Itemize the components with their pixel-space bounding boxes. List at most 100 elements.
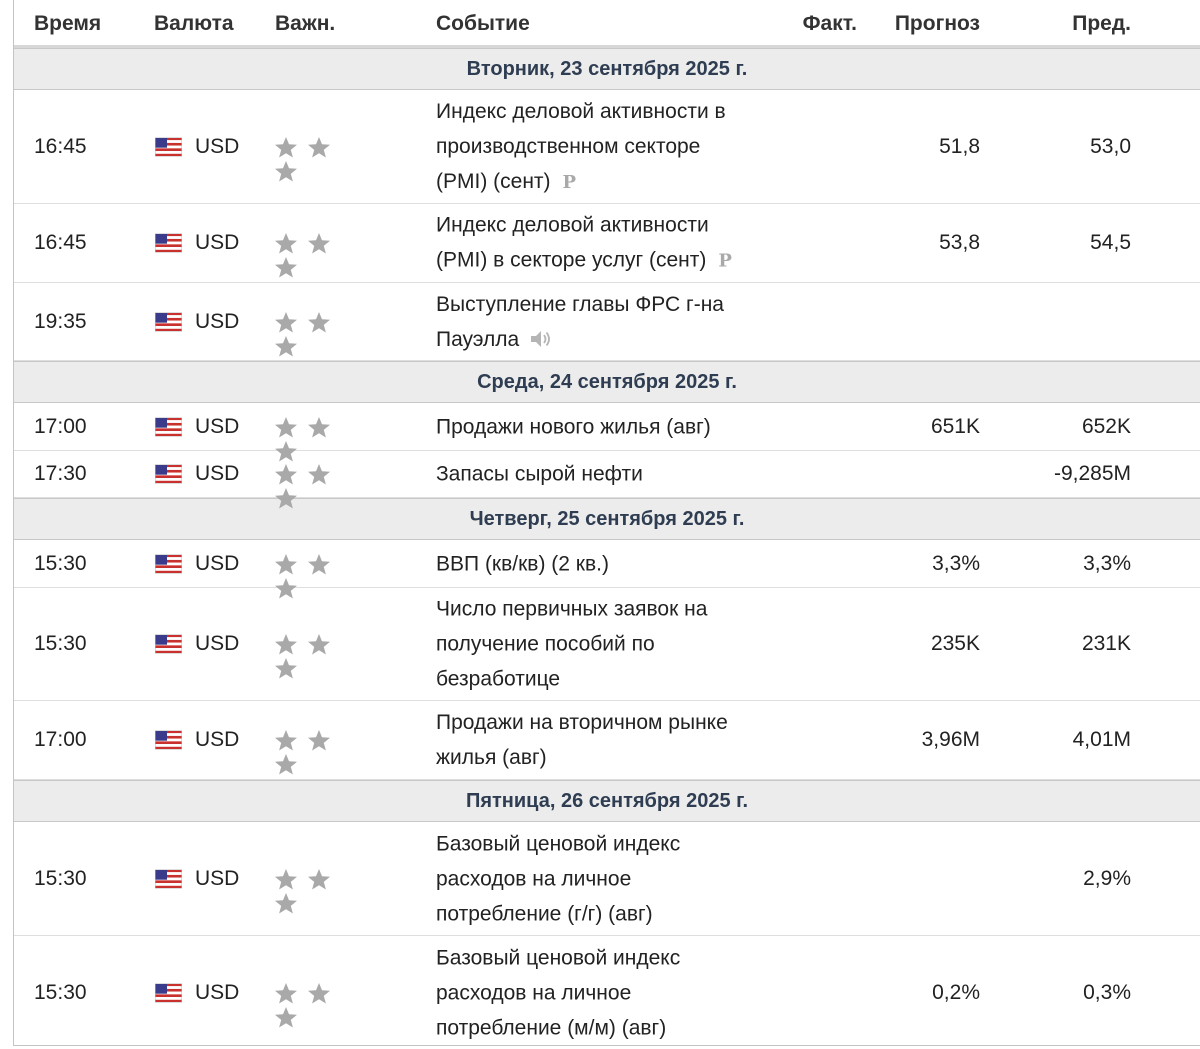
event-name[interactable]: Запасы сырой нефти <box>436 457 766 492</box>
event-name-line: (PMI) в секторе услуг (сент) P <box>436 243 766 279</box>
importance-stars <box>274 232 366 278</box>
event-name-text: Продажи на вторичном рынке <box>436 711 728 734</box>
event-name-line: Выступление главы ФРС г-на <box>436 287 766 322</box>
speaker-icon <box>529 325 553 347</box>
table-row[interactable]: 17:00 USD Продажи нового жилья (авг) 651K 65… <box>14 403 1200 461</box>
event-time: 17:00 <box>34 414 87 438</box>
event-name-line: потребление (г/г) (авг) <box>436 896 766 931</box>
star-icon <box>274 136 298 158</box>
event-name-text: жилья (авг) <box>436 746 547 769</box>
star-icon <box>307 729 331 751</box>
event-name-text: Индекс деловой активности <box>436 213 709 237</box>
star-icon <box>307 868 331 890</box>
star-icon <box>307 136 331 158</box>
event-name-text: Продажи нового жилья (авг) <box>436 415 711 438</box>
currency-code: USD <box>195 231 240 254</box>
header-actual[interactable]: Факт. <box>802 12 857 35</box>
event-name[interactable]: Выступление главы ФРС г-на Пауэлла <box>436 287 766 357</box>
event-name[interactable]: Индекс деловой активности (PMI) в секторе… <box>436 208 766 279</box>
currency-code: USD <box>195 462 240 485</box>
star-icon <box>274 311 298 333</box>
day-header: Пятница, 26 сентября 2025 г. <box>14 780 1200 822</box>
table-row[interactable]: 17:00 USD Продажи на вторичном рынке жилья … <box>14 701 1200 780</box>
us-flag-icon <box>155 233 182 253</box>
forecast-value: 235K <box>930 632 980 655</box>
star-icon <box>274 335 298 357</box>
star-icon <box>274 416 298 438</box>
event-name-text: потребление (г/г) (авг) <box>436 902 653 925</box>
event-name[interactable]: Индекс деловой активности в производствен… <box>436 94 766 200</box>
event-name[interactable]: Продажи на вторичном рынке жилья (авг) <box>436 705 766 775</box>
star-icon <box>274 487 298 509</box>
event-name-line: Продажи на вторичном рынке <box>436 705 766 740</box>
event-name-line: Базовый ценовой индекс <box>436 826 766 861</box>
event-name-line: получение пособий по <box>436 627 766 662</box>
star-icon <box>307 416 331 438</box>
event-name-text: безработице <box>436 667 561 691</box>
header-importance[interactable]: Важн. <box>275 12 336 35</box>
event-time: 17:30 <box>34 462 87 485</box>
header-event[interactable]: Событие <box>436 12 530 35</box>
event-time: 15:30 <box>34 981 87 1004</box>
event-name-text: (PMI) в секторе услуг (сент) <box>436 248 707 272</box>
event-time: 16:45 <box>34 134 87 158</box>
event-time: 15:30 <box>34 866 87 890</box>
table-row[interactable]: 17:30 USD Запасы сырой нефти -9,285M <box>14 451 1200 509</box>
table-row[interactable]: 15:30 USD ВВП (кв/кв) (2 кв.) 3,3% 3,3% <box>14 540 1200 598</box>
importance-stars <box>274 729 366 775</box>
preliminary-icon: P <box>562 171 577 193</box>
event-name[interactable]: ВВП (кв/кв) (2 кв.) <box>436 546 766 581</box>
header-forecast[interactable]: Прогноз <box>894 12 980 35</box>
previous-value: 0,3% <box>1083 981 1131 1004</box>
table-row[interactable]: 16:45 USD Индекс деловой активности (PMI) в… <box>14 204 1200 283</box>
table-row[interactable]: 15:30 USD Базовый ценовой индекс расходов н… <box>14 822 1200 936</box>
event-name-line: Индекс деловой активности в <box>436 94 766 129</box>
event-time: 15:30 <box>34 551 87 575</box>
importance-stars <box>274 868 366 913</box>
event-name-line: ВВП (кв/кв) (2 кв.) <box>436 546 766 581</box>
event-name-text: получение пособий по <box>436 632 655 656</box>
event-name-line: потребление (м/м) (авг) <box>436 1011 766 1046</box>
previous-value: 53,0 <box>1090 134 1131 158</box>
event-name-text: расходов на личное <box>436 981 632 1005</box>
table-row[interactable]: 19:35 USD Выступление главы ФРС г-на Пауэлл… <box>14 283 1200 361</box>
forecast-value: 3,3% <box>932 551 980 575</box>
star-icon <box>274 892 298 914</box>
table-row[interactable]: 16:45 USD Индекс деловой активности в произ… <box>14 90 1200 204</box>
event-name-line: Число первичных заявок на <box>436 592 766 627</box>
importance-stars <box>274 136 366 181</box>
star-icon <box>274 1006 298 1028</box>
event-name-text: расходов на личное <box>436 867 632 890</box>
previous-value: 652K <box>1081 414 1131 438</box>
us-flag-icon <box>155 312 182 331</box>
star-icon <box>307 311 331 333</box>
importance-stars <box>274 463 366 509</box>
event-name-line: Индекс деловой активности <box>436 208 766 243</box>
table-row[interactable]: 15:30 USD Число первичных заявок на получен… <box>14 588 1200 701</box>
star-icon <box>274 633 298 655</box>
header-previous[interactable]: Пред. <box>1072 12 1131 35</box>
star-icon <box>307 633 331 655</box>
table-row[interactable]: 15:30 USD Базовый ценовой индекс расходов н… <box>14 936 1200 1046</box>
header-time[interactable]: Время <box>34 12 102 35</box>
star-icon <box>274 256 298 278</box>
event-name[interactable]: Базовый ценовой индекс расходов на личное… <box>436 826 766 931</box>
header-currency[interactable]: Валюта <box>154 12 234 35</box>
star-icon <box>274 729 298 751</box>
event-name-text: Пауэлла <box>436 327 520 351</box>
forecast-value: 651K <box>930 414 980 438</box>
day-header: Четверг, 25 сентября 2025 г. <box>14 498 1200 540</box>
event-time: 17:00 <box>34 728 87 751</box>
event-name-line: безработице <box>436 662 766 697</box>
currency-code: USD <box>195 134 240 158</box>
event-name[interactable]: Базовый ценовой индекс расходов на личное… <box>436 941 766 1046</box>
event-name[interactable]: Число первичных заявок на получение пособ… <box>436 592 766 697</box>
importance-stars <box>274 311 366 356</box>
us-flag-icon <box>155 464 182 484</box>
currency-code: USD <box>195 866 240 890</box>
us-flag-icon <box>155 869 182 888</box>
event-name-text: Базовый ценовой индекс <box>436 832 681 855</box>
previous-value: 54,5 <box>1090 231 1131 254</box>
event-name[interactable]: Продажи нового жилья (авг) <box>436 409 766 444</box>
previous-value: -9,285M <box>1053 462 1131 485</box>
